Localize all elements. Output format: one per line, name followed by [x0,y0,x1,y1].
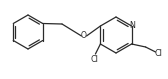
Text: O: O [81,32,87,41]
Text: Cl: Cl [91,55,98,64]
Text: Cl: Cl [155,50,162,59]
Text: N: N [129,21,135,30]
